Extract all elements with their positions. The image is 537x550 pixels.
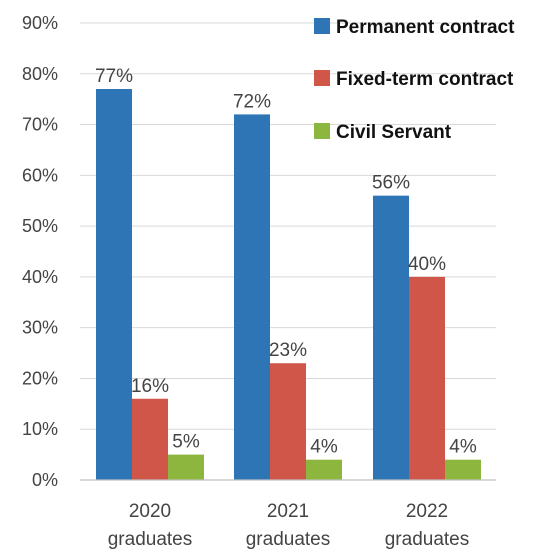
y-tick-label: 30% [22,318,58,338]
data-label: 5% [172,432,200,453]
bar-civil-servant-1 [168,454,204,480]
bar-fixed-term-contract-3 [409,276,445,480]
y-tick-label: 80% [22,64,58,84]
legend-label: Civil Servant [336,122,452,143]
x-category-label: graduates [246,529,331,550]
bar-fixed-term-contract-1 [132,398,168,480]
y-tick-label: 40% [22,267,58,287]
x-category-label: graduates [108,529,193,550]
y-tick-label: 0% [32,470,58,490]
axes: 0% 10% 20% 30% 40% 50% 60% 70% 80% 90% 2020 graduat… [22,13,496,550]
data-label: 40% [408,254,446,275]
bar-fixed-term-contract-2 [270,363,306,480]
bar-civil-servant-2 [306,459,342,480]
bar-permanent-contract-1 [96,89,132,480]
data-label: 56% [372,173,410,194]
y-tick-label: 60% [22,165,58,185]
x-category-label: 2022 [406,501,448,522]
y-tick-label: 50% [22,216,58,236]
legend-label: Fixed-term contract [336,69,514,90]
bars [96,89,481,481]
x-category-label: graduates [385,529,470,550]
legend-swatch [314,18,330,34]
x-category-label: 2020 [129,501,171,522]
data-label: 72% [233,91,271,112]
data-label: 77% [95,66,133,87]
gridlines [80,22,496,430]
data-label: 16% [131,376,169,397]
data-labels: 77% 72% 56% 16% 23% 40% 5% 4% 4% [95,66,477,458]
legend: Permanent contract Fixed-term contract Civ… [314,17,515,143]
data-label: 23% [269,340,307,361]
y-tick-label: 90% [22,13,58,33]
legend-label: Permanent contract [336,17,515,38]
y-tick-label: 70% [22,115,58,135]
legend-swatch [314,70,330,86]
legend-swatch [314,123,330,139]
bar-permanent-contract-3 [373,195,409,480]
data-label: 4% [449,437,477,458]
bar-civil-servant-3 [445,459,481,480]
y-tick-label: 10% [22,419,58,439]
y-tick-label: 20% [22,368,58,388]
x-category-label: 2021 [267,501,309,522]
data-label: 4% [310,437,338,458]
bar-permanent-contract-2 [234,114,270,481]
